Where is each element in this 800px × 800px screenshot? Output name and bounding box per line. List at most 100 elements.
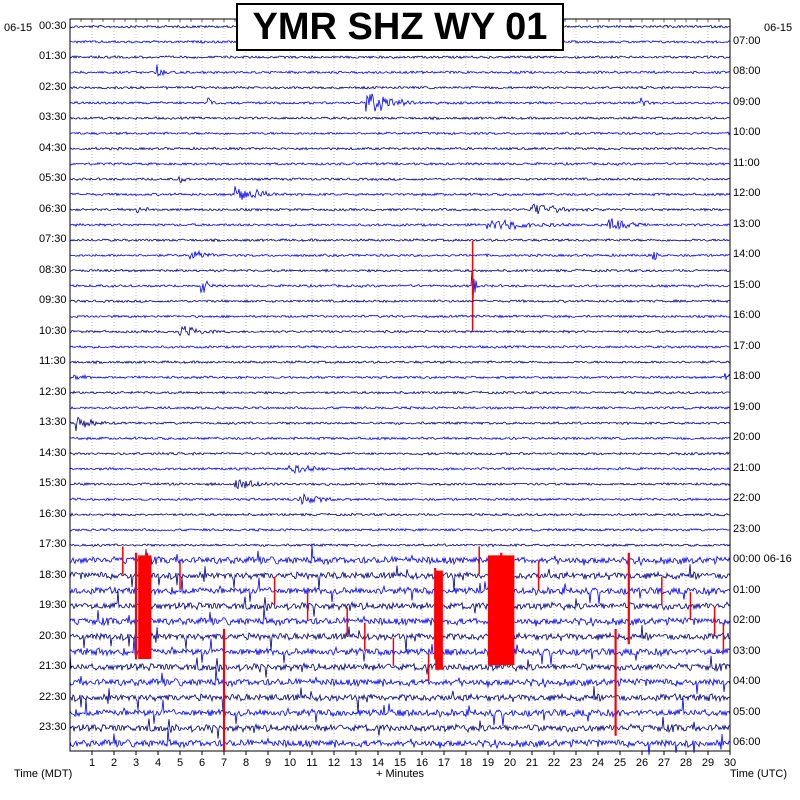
trace-line — [69, 479, 731, 490]
trace-line — [69, 85, 731, 90]
trace-line — [69, 390, 731, 395]
trace-line — [69, 186, 731, 200]
right-time-label: 10:00 — [733, 126, 761, 139]
station-title: YMR SHZ WY 01 — [252, 5, 548, 48]
trace-line — [69, 667, 731, 694]
left-time-label: 13:30 — [39, 416, 67, 429]
left-time-label: 20:30 — [39, 629, 67, 642]
left-time-label: 00:30 — [39, 19, 67, 32]
x-tick-label: 9 — [265, 757, 271, 769]
x-tick-label: 7 — [221, 757, 227, 769]
x-tick-label: 8 — [243, 757, 249, 769]
left-time-label: 04:30 — [39, 141, 67, 154]
x-tick-label: 11 — [306, 757, 317, 769]
trace-line — [69, 268, 731, 273]
x-axis-label-right: Time (UTC) — [730, 768, 788, 780]
trace-line — [69, 131, 731, 136]
right-time-label: 16:00 — [733, 309, 761, 322]
right-time-label: 07:00 — [733, 34, 761, 47]
date-label-left: 06-15 — [4, 22, 33, 34]
trace-line — [69, 606, 731, 628]
left-time-label: 01:30 — [39, 50, 67, 63]
x-tick-label: 15 — [394, 757, 406, 769]
right-time-label: 17:00 — [733, 339, 761, 352]
left-time-label: 06:30 — [39, 202, 67, 215]
trace-line — [69, 545, 731, 567]
right-time-label: 15:00 — [733, 278, 761, 291]
right-time-label: 18:00 — [733, 370, 761, 383]
trace-line — [69, 314, 731, 319]
trace-line — [69, 512, 731, 517]
right-time-label: 01:00 — [733, 583, 761, 596]
trace-line — [69, 625, 731, 652]
trace-line — [69, 576, 731, 605]
left-time-label: 08:30 — [39, 263, 67, 276]
left-time-label: 07:30 — [39, 233, 67, 246]
x-tick-label: 22 — [548, 757, 560, 769]
left-time-label: 17:30 — [39, 538, 67, 551]
right-time-label: 23:00 — [733, 522, 761, 535]
left-time-label: 02:30 — [39, 80, 67, 93]
x-tick-label: 28 — [680, 757, 692, 769]
x-tick-label: 1 — [89, 757, 95, 769]
x-tick-label: 3 — [133, 757, 139, 769]
left-time-label: 09:30 — [39, 294, 67, 307]
trace-line — [69, 54, 731, 60]
trace-line — [69, 591, 731, 617]
trace-line — [69, 527, 731, 532]
trace-line — [69, 64, 731, 77]
seismic-traces — [69, 24, 731, 755]
right-time-label: 06:00 — [733, 736, 761, 749]
trace-line — [69, 464, 731, 474]
x-tick-label: 12 — [328, 757, 340, 769]
x-tick-label: 17 — [438, 757, 450, 769]
trace-line — [69, 416, 731, 432]
left-time-label: 15:30 — [39, 477, 67, 490]
x-tick-label: 16 — [416, 757, 428, 769]
right-time-label: 22:00 — [733, 492, 761, 505]
trace-line — [69, 637, 731, 666]
right-time-label: 11:00 — [733, 156, 760, 169]
x-tick-label: 24 — [592, 757, 604, 769]
x-tick-label: 18 — [460, 757, 472, 769]
x-tick-label: 25 — [614, 757, 626, 769]
clipped-signal-bars — [122, 546, 725, 751]
right-time-label: 12:00 — [733, 187, 761, 200]
trace-line — [69, 360, 731, 365]
trace-line — [69, 686, 731, 713]
right-time-label: 00:00 06-16 — [733, 553, 792, 566]
trace-line — [69, 728, 731, 755]
right-time-label: 08:00 — [733, 65, 761, 78]
trace-line — [69, 373, 731, 381]
x-axis-label-left: Time (MDT) — [14, 768, 73, 780]
right-time-label: 21:00 — [733, 461, 761, 474]
x-tick-label: 6 — [199, 757, 205, 769]
right-time-label: 14:00 — [733, 248, 761, 261]
station-title-box: YMR SHZ WY 01 — [236, 3, 564, 51]
trace-line — [70, 492, 731, 506]
trace-line — [69, 269, 731, 303]
left-time-label: 14:30 — [39, 446, 67, 459]
x-axis-label-center: + Minutes — [376, 768, 424, 780]
trace-line — [69, 652, 731, 678]
trace-line — [69, 161, 731, 166]
clip-block — [488, 555, 515, 666]
x-tick-label: 30 — [724, 757, 736, 769]
trace-line — [69, 325, 731, 337]
x-tick-label: 5 — [177, 757, 183, 769]
clip-bar — [134, 552, 138, 660]
right-time-label: 05:00 — [733, 705, 761, 718]
right-time-label: 09:00 — [733, 95, 761, 108]
trace-line — [69, 175, 731, 184]
x-tick-label: 2 — [111, 757, 117, 769]
clip-block — [138, 555, 152, 660]
trace-line — [69, 146, 731, 151]
trace-line — [69, 298, 731, 304]
left-time-label: 11:30 — [39, 355, 66, 368]
clip-block — [435, 570, 443, 670]
x-tick-label: 23 — [570, 757, 582, 769]
left-time-label: 12:30 — [39, 385, 67, 398]
x-tick-label: 10 — [284, 757, 296, 769]
trace-line — [69, 203, 731, 215]
